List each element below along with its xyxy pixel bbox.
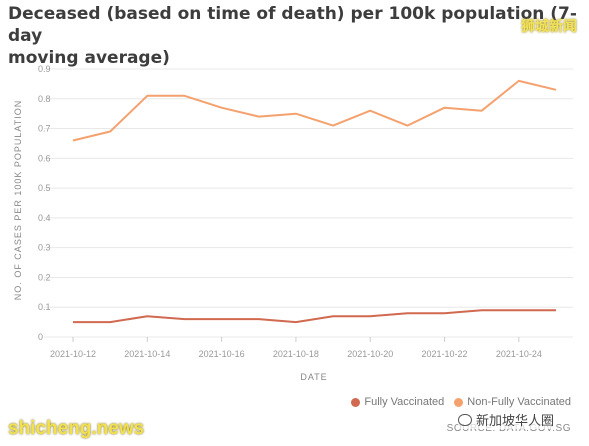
wechat-icon [458, 413, 472, 426]
legend-item-fully-vaccinated[interactable]: Fully Vaccinated [351, 396, 444, 408]
legend-dot-fully-vaccinated [351, 397, 361, 407]
series-lines [72, 79, 557, 324]
y-tick-label: 0.6 [38, 153, 51, 163]
x-tick-label: 2021-10-20 [347, 349, 393, 359]
y-tick-label: 0.7 [38, 124, 51, 134]
watermark-top: 狮城新闻 [521, 19, 577, 35]
legend-item-non-fully-vaccinated[interactable]: Non-Fully Vaccinated [454, 396, 571, 408]
watermark-right: 新加坡华人圈 [458, 410, 555, 429]
x-tick-label: 2021-10-16 [199, 349, 245, 359]
y-tick-labels: 0 0.1 0.2 0.3 0.4 0.5 0.6 0.7 0.8 0.9 [38, 64, 51, 342]
x-axis-label: DATE [300, 372, 327, 382]
grid-lines [44, 68, 573, 338]
x-tick-labels: 2021-10-12 2021-10-14 2021-10-16 2021-10-18… [50, 337, 542, 359]
x-tick-label: 2021-10-18 [273, 349, 319, 359]
chart-title: Deceased (based on time of death) per 10… [8, 4, 577, 68]
y-tick-label: 0.2 [38, 272, 51, 282]
y-tick-label: 0.9 [38, 64, 51, 74]
y-tick-label: 0.4 [38, 213, 51, 223]
y-tick-label: 0.8 [38, 94, 51, 104]
y-tick-label: 0.5 [38, 183, 51, 193]
series-line[interactable] [72, 79, 557, 142]
y-tick-label: 0 [38, 332, 43, 342]
watermark-right-text: 新加坡华人圈 [476, 414, 555, 429]
series-non-fully-vaccinated [72, 79, 557, 142]
watermark-left: shicheng.news [8, 418, 145, 439]
legend-label-fully-vaccinated: Fully Vaccinated [364, 396, 445, 408]
legend-label-non-fully-vaccinated: Non-Fully Vaccinated [467, 396, 571, 408]
x-tick-label: 2021-10-12 [50, 349, 96, 359]
legend-dot-non-fully-vaccinated [454, 397, 464, 407]
legend: Fully Vaccinated Non-Fully Vaccinated [351, 396, 571, 408]
series-fully-vaccinated [72, 309, 557, 324]
x-tick-label: 2021-10-22 [422, 349, 468, 359]
y-tick-label: 0.3 [38, 243, 51, 253]
y-axis-label: NO. OF CASES PER 100K POPULATION [13, 100, 23, 300]
series-line[interactable] [73, 309, 556, 324]
x-tick-label: 2021-10-24 [496, 349, 542, 359]
x-tick-label: 2021-10-14 [124, 349, 170, 359]
y-tick-label: 0.1 [38, 302, 51, 312]
